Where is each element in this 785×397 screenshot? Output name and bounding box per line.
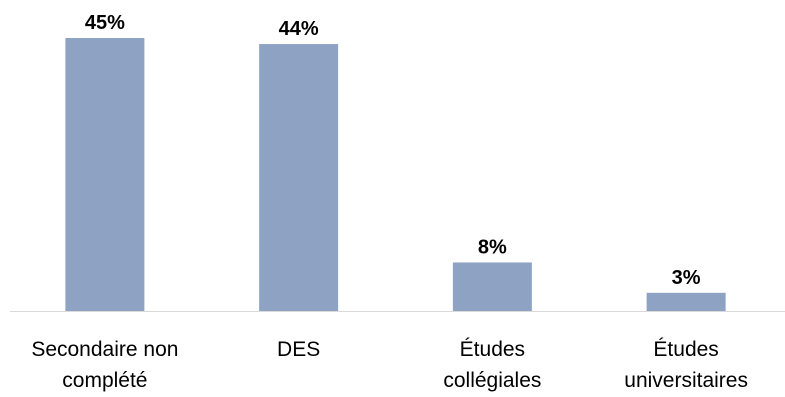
category-label-line: Secondaire non [31, 338, 178, 361]
bar-0 [65, 38, 145, 311]
bar-2 [452, 262, 532, 311]
bar-3 [646, 292, 726, 311]
category-label-line: complété [62, 369, 147, 392]
category-label-0: Secondaire non complété [31, 338, 178, 392]
data-label-2: 8% [478, 236, 507, 258]
category-label-line: collégiales [443, 369, 541, 392]
category-label-line: Études [460, 338, 525, 361]
data-label-1: 44% [279, 18, 319, 40]
data-label-0: 45% [85, 12, 125, 34]
data-label-3: 3% [672, 267, 701, 289]
category-label-line: Études [653, 338, 718, 361]
category-label-line: DES [277, 338, 320, 361]
category-labels-group: Secondaire non complété DES Études collégial… [31, 338, 748, 392]
bar-1 [259, 44, 339, 312]
bars-group [65, 38, 726, 312]
category-label-1: DES [277, 338, 320, 361]
data-labels-group: 45% 44% 8% 3% [85, 12, 701, 289]
category-label-3: Études universitaires [624, 338, 748, 392]
category-label-line: universitaires [624, 369, 748, 392]
category-label-2: Études collégiales [443, 338, 541, 392]
